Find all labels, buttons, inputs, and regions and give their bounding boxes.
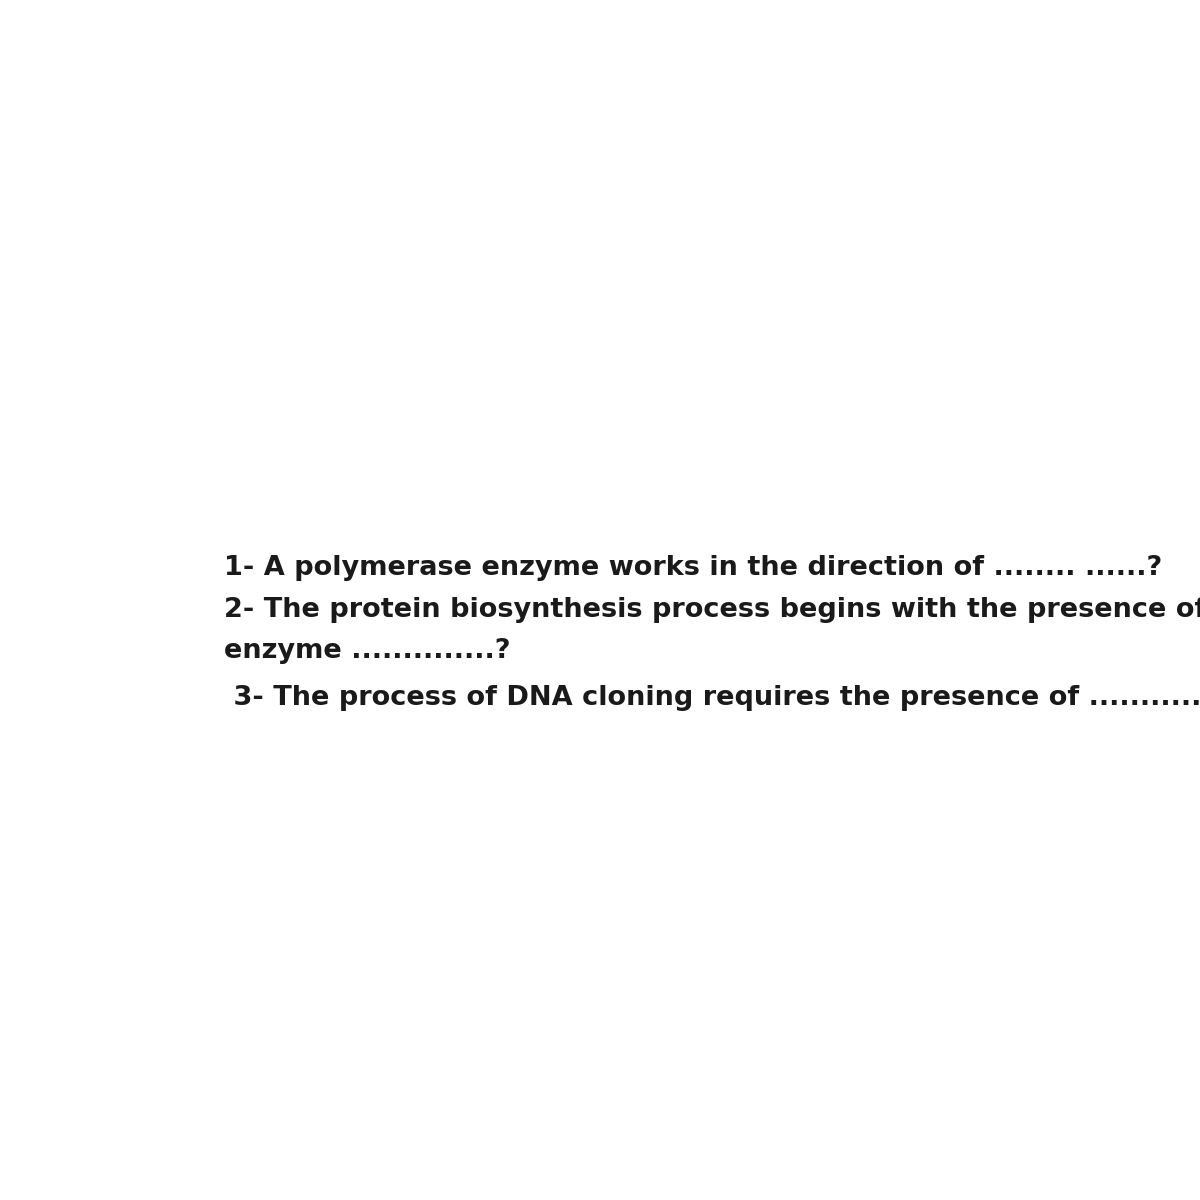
Text: 3- The process of DNA cloning requires the presence of ................?: 3- The process of DNA cloning requires t…: [224, 684, 1200, 710]
Text: 2- The protein biosynthesis process begins with the presence of an: 2- The protein biosynthesis process begi…: [224, 596, 1200, 623]
Text: enzyme ..............?: enzyme ..............?: [224, 638, 511, 665]
Text: 1- A polymerase enzyme works in the direction of ........ ......?: 1- A polymerase enzyme works in the dire…: [224, 556, 1163, 581]
